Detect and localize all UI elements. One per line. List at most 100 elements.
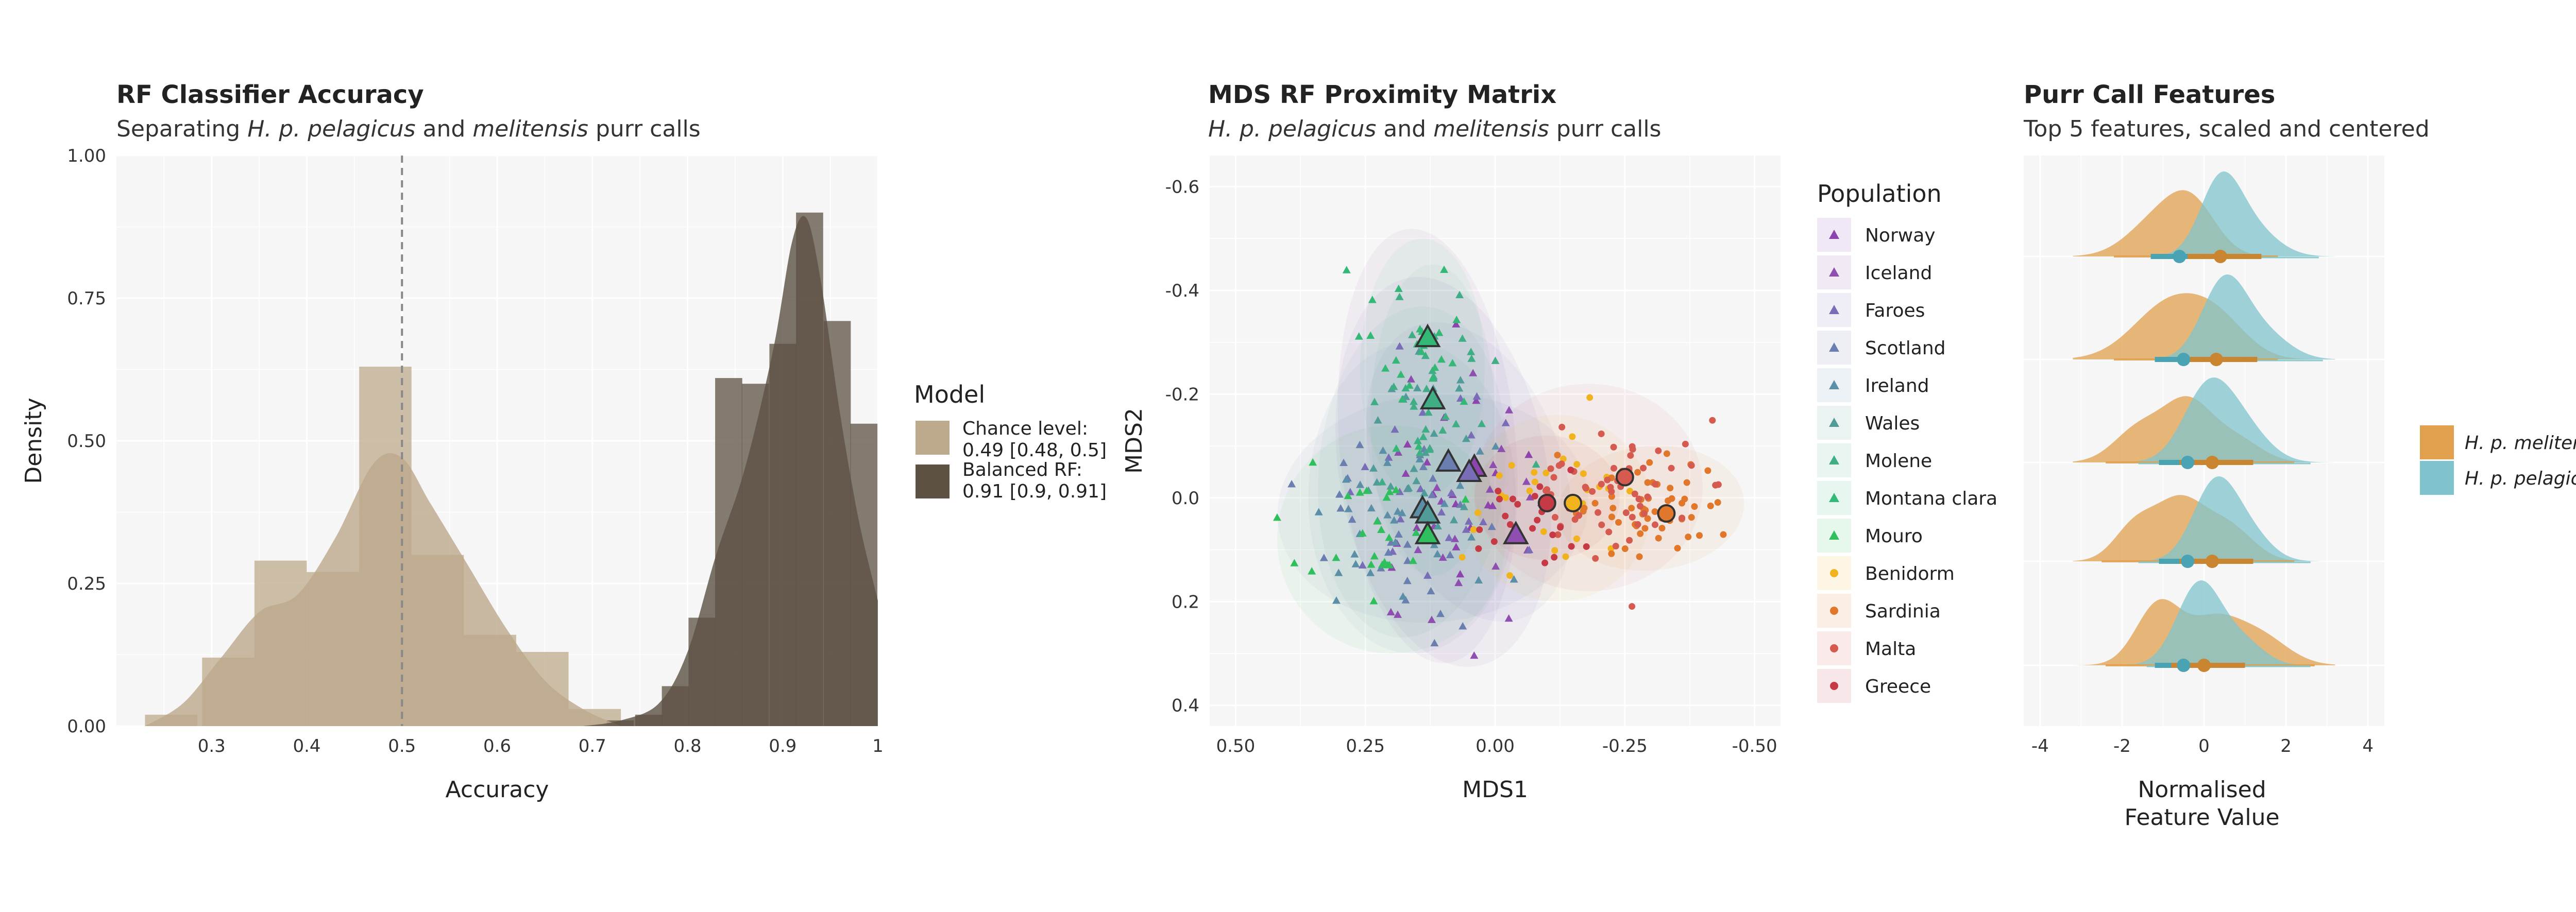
mds-y-axis-title: MDS2: [1121, 408, 1147, 474]
sample-point: [1440, 500, 1449, 507]
sample-point: [1421, 448, 1430, 456]
legend-pelagicus: H. p. pelagicus: [2465, 468, 2576, 489]
legend-chance-line1: Chance level:: [962, 418, 1088, 439]
y-tick-label: 0.4: [1172, 696, 1199, 716]
y-tick-label: 0.00: [67, 716, 106, 737]
sample-point: [1332, 596, 1341, 604]
x-tick-label: 0.9: [769, 736, 796, 756]
sample-point: [1452, 420, 1461, 427]
sample-point: [1640, 510, 1648, 517]
legend-population-label: Molene: [1865, 451, 1932, 472]
sample-point: [1501, 419, 1510, 426]
y-tick-label: 0.2: [1172, 592, 1199, 612]
pelagicus-density-ridge: [2073, 377, 2335, 462]
melitensis-median-point: [2173, 250, 2187, 263]
melitensis-median-point: [2177, 353, 2191, 366]
sample-point: [1610, 443, 1617, 451]
sample-point: [1525, 545, 1534, 554]
sample-point: [1472, 392, 1481, 400]
chance-density-curve: [145, 453, 621, 726]
sample-point: [1369, 597, 1378, 605]
pelagicus-density-ridge: [2073, 476, 2335, 561]
sample-point: [1409, 556, 1417, 564]
sample-point: [1475, 576, 1483, 584]
sample-point: [1358, 561, 1367, 569]
sample-point: [1456, 570, 1465, 578]
sample-point: [1554, 452, 1561, 459]
y-tick-label: 0.50: [67, 431, 106, 452]
sample-point: [1382, 493, 1391, 501]
sample-point: [1366, 331, 1375, 339]
sample-point: [1413, 384, 1421, 391]
sample-point: [1626, 537, 1633, 544]
legend-population-label: Greece: [1865, 676, 1931, 697]
legend-population-label: Wales: [1865, 413, 1920, 434]
sample-point: [1424, 408, 1433, 416]
legend-balanced-line1: Balanced RF:: [962, 459, 1082, 480]
sample-point: [1551, 547, 1558, 554]
sample-point: [1580, 470, 1587, 477]
sample-point: [1571, 516, 1579, 523]
sample-point: [1458, 334, 1467, 342]
legend-marker: [1829, 267, 1839, 277]
x-tick-label: -2: [2113, 736, 2131, 756]
sample-point: [1682, 440, 1689, 448]
sample-point: [1467, 354, 1476, 362]
x-tick-label: 0.4: [293, 736, 320, 756]
sample-point: [1637, 530, 1644, 537]
legend-marker: [1829, 342, 1839, 352]
sample-point: [1417, 348, 1426, 355]
sample-point: [1392, 444, 1401, 452]
sample-point: [1582, 484, 1589, 491]
sample-point: [1464, 517, 1473, 525]
features-panel: Purr Call Features Top 5 features, scale…: [2023, 80, 2576, 831]
sample-point: [1573, 535, 1580, 542]
sample-point: [1505, 406, 1514, 414]
sample-point: [1583, 543, 1590, 550]
sample-point: [1420, 489, 1429, 496]
sample-point: [1412, 476, 1421, 485]
sample-point: [1439, 265, 1448, 273]
sample-point: [1450, 535, 1459, 542]
sample-point: [1355, 440, 1364, 449]
sample-point: [1403, 576, 1412, 584]
sample-point: [1430, 541, 1438, 548]
sample-point: [1529, 525, 1536, 532]
sample-point: [1526, 487, 1533, 494]
sample-point: [1287, 480, 1296, 488]
sample-point: [1436, 609, 1445, 617]
population-ellipse: [1308, 342, 1516, 653]
sample-point: [1665, 497, 1672, 504]
sample-point: [1379, 446, 1387, 454]
sample-point: [1361, 462, 1369, 471]
sample-point: [1362, 486, 1371, 494]
sample-point: [1644, 493, 1651, 501]
sample-point: [1627, 452, 1634, 459]
sample-point: [1496, 495, 1503, 503]
sample-point: [1651, 521, 1658, 528]
sample-point: [1450, 515, 1459, 524]
pelagicus-median-point: [2205, 456, 2219, 469]
population-centroid: [1435, 448, 1462, 472]
sample-point: [1475, 509, 1482, 517]
legend-population-label: Mouro: [1865, 526, 1923, 547]
sample-point: [1437, 508, 1446, 516]
sample-point: [1456, 394, 1465, 402]
population-ellipse: [1464, 415, 1651, 602]
sample-point: [1640, 464, 1647, 472]
sample-point: [1445, 534, 1453, 541]
pelagicus-density-ridge: [2073, 580, 2335, 665]
sample-point: [1476, 447, 1484, 455]
legend-swatch-melitensis: [2420, 425, 2454, 459]
sample-point: [1667, 485, 1674, 492]
sample-point: [1429, 474, 1437, 482]
pelagicus-median-point: [2197, 659, 2211, 672]
sample-point: [1488, 502, 1497, 509]
legend-marker: [1830, 607, 1838, 615]
sample-point: [1309, 458, 1317, 466]
sample-point: [1635, 495, 1642, 503]
legend-balanced-line2: 0.91 [0.9, 0.91]: [962, 481, 1107, 502]
sample-point: [1589, 488, 1596, 495]
sample-point: [1335, 490, 1344, 498]
sample-point: [1592, 555, 1599, 562]
